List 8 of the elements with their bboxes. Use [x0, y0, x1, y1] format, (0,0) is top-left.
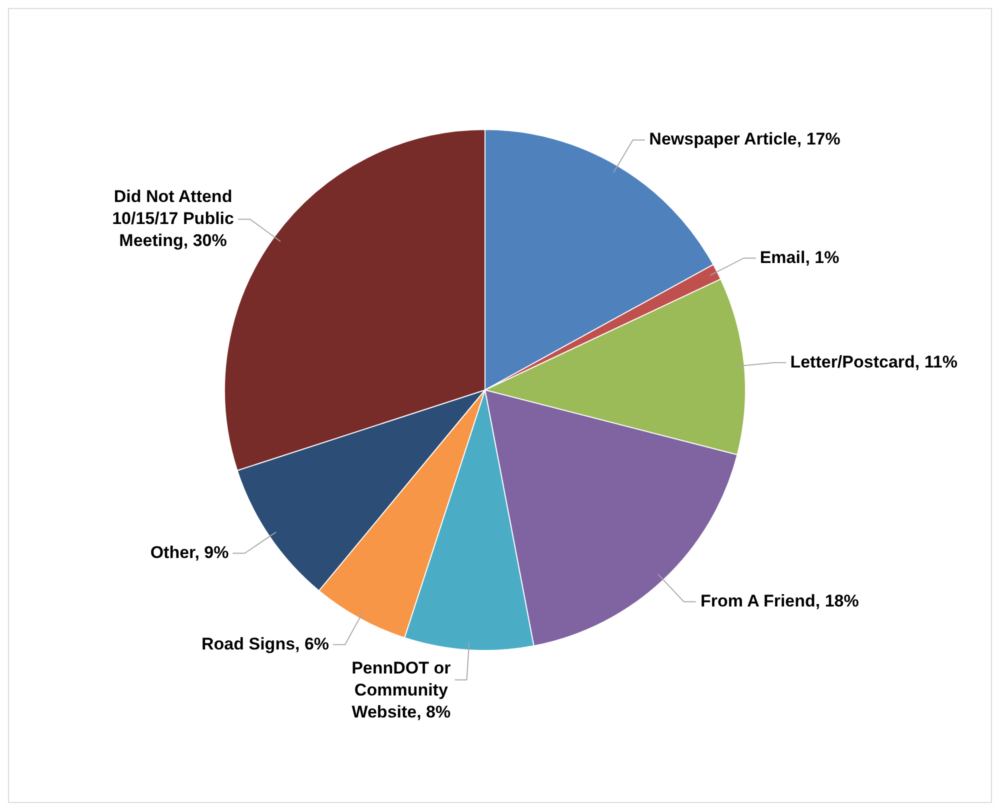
slice-label: Newspaper Article, 17% — [649, 130, 840, 149]
slice-label: Road Signs, 6% — [202, 634, 330, 654]
slice-label: Other, 9% — [150, 542, 229, 562]
slice-label: Did Not Attend 10/15/17 Public Meeting, 30% — [112, 186, 234, 250]
slice-label: PennDOT or Community Website, 8% — [352, 658, 452, 722]
slice-label: Email, 1% — [760, 248, 840, 267]
slice-label: From A Friend, 18% — [700, 591, 859, 610]
slice-label: Letter/Postcard, 11% — [790, 352, 958, 372]
